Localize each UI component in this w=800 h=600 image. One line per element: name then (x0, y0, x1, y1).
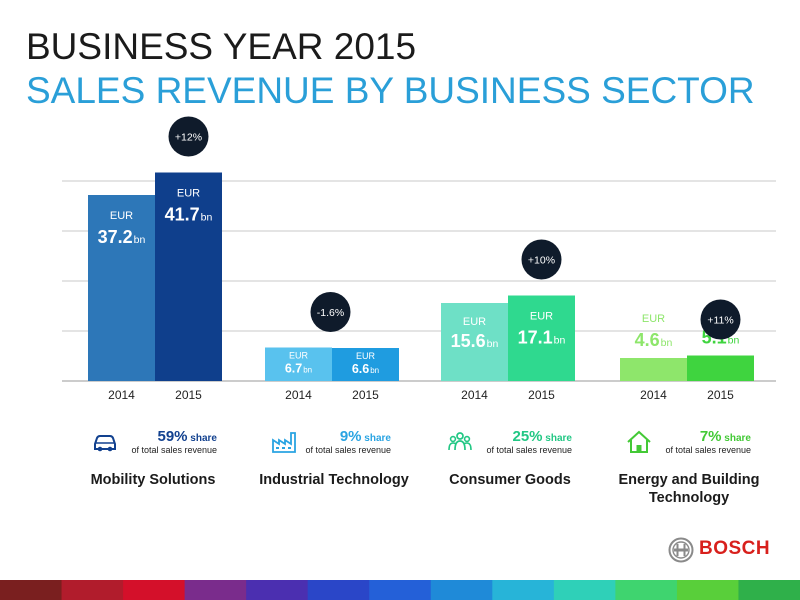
share-caption: of total sales revenue (486, 445, 572, 455)
stripe-segment (61, 580, 125, 600)
sector-name-line: Energy and Building (618, 472, 760, 488)
stripe-segment (553, 580, 617, 600)
share-caption: of total sales revenue (305, 445, 391, 455)
page-subtitle: SALES REVENUE BY BUSINESS SECTOR (26, 70, 755, 111)
change-label: +10% (528, 255, 555, 267)
share-value: 25% (512, 428, 543, 445)
share-percent: 7% share (700, 428, 751, 445)
tick-label: 2015 (175, 388, 202, 402)
bar-2015 (508, 295, 575, 381)
data-label: 6.7bn (285, 362, 312, 376)
share-word: share (361, 433, 391, 444)
stripe-segment (676, 580, 740, 600)
data-label: 6.6bn (352, 362, 379, 376)
share-percent: 25% share (513, 428, 573, 445)
stripe-segment (307, 580, 371, 600)
stripe-segment (430, 580, 494, 600)
sector-name: Mobility Solutions (63, 471, 243, 489)
sector-share-row: 9% share of total sales revenue (271, 428, 391, 460)
share-caption: of total sales revenue (131, 445, 217, 455)
share-percent: 9% share (340, 428, 391, 445)
page-title: BUSINESS YEAR 2015 (26, 26, 417, 67)
change-badge (310, 292, 351, 332)
data-label: 17.1bn (518, 328, 566, 348)
value-unit-prefix: EUR (110, 210, 133, 222)
sector-name: Consumer Goods (420, 471, 600, 489)
bar-2015 (687, 355, 754, 381)
sector-name-line: Industrial Technology (259, 472, 409, 488)
value-unit-prefix: EUR (530, 311, 553, 323)
bar-2014 (88, 195, 155, 381)
share-word: share (542, 433, 572, 444)
share-value: 59% (157, 428, 188, 445)
stripe-segment (246, 580, 309, 600)
tick-label: 2015 (707, 388, 734, 402)
stripe-segment (369, 580, 432, 600)
value-unit-prefix: EUR (356, 351, 376, 361)
tick-label: 2015 (352, 388, 379, 402)
revenue-bar-chart: 2014EUR37.2bn2015EUR41.7bn+12%2014EUR6.7… (62, 116, 776, 402)
stripe-segment (738, 580, 800, 600)
sector-name-line: Consumer Goods (449, 472, 571, 488)
people-icon (448, 432, 472, 451)
factory-icon (272, 432, 296, 453)
share-value: 9% (339, 428, 362, 445)
stripe-segment (0, 580, 63, 600)
tick-label: 2015 (528, 388, 555, 402)
data-label: 37.2bn (98, 227, 146, 247)
data-label: 15.6bn (451, 331, 499, 351)
stripe-segment (184, 580, 248, 600)
bar-2015 (332, 348, 399, 381)
data-label: 4.6bn (635, 330, 673, 350)
stripe-segment (123, 580, 186, 600)
change-label: +11% (707, 315, 733, 327)
tick-label: 2014 (285, 388, 312, 402)
value-unit-prefix: EUR (289, 351, 309, 361)
sector-name: Energy and Building Technology (599, 471, 779, 507)
change-label: +12% (175, 132, 202, 144)
stripe-segment (492, 580, 555, 600)
brand-name: BOSCH (699, 538, 771, 559)
house-icon (627, 430, 651, 453)
change-label: -1.6% (317, 307, 344, 319)
tick-label: 2014 (108, 388, 135, 402)
bosch-logo-icon (668, 537, 694, 563)
change-badge (168, 116, 209, 157)
value-unit-prefix: EUR (463, 316, 486, 328)
share-word: share (187, 433, 217, 444)
bar-2014 (265, 347, 332, 381)
bar-2014 (620, 358, 687, 381)
color-stripe (0, 580, 800, 600)
sector-name-line: Technology (648, 490, 730, 506)
share-word: share (721, 433, 751, 444)
car-icon (94, 435, 116, 452)
sector-share-row: 25% share of total sales revenue (447, 428, 572, 460)
sector-share-row: 59% share of total sales revenue (92, 428, 217, 460)
tick-label: 2014 (461, 388, 488, 402)
data-label: 41.7bn (165, 205, 213, 225)
stripe-segment (615, 580, 678, 600)
tick-label: 2014 (640, 388, 667, 402)
bar-2015 (155, 172, 222, 381)
share-caption: of total sales revenue (665, 445, 751, 455)
share-percent: 59% share (158, 428, 218, 445)
bar-2014 (441, 303, 508, 381)
sector-name: Industrial Technology (244, 471, 424, 489)
change-badge (521, 239, 562, 280)
value-unit-prefix: EUR (642, 313, 665, 325)
share-value: 7% (699, 428, 722, 445)
sector-name-line: Mobility Solutions (90, 472, 216, 488)
sector-share-row: 7% share of total sales revenue (626, 428, 751, 460)
change-badge (700, 299, 741, 340)
value-unit-prefix: EUR (177, 188, 200, 200)
